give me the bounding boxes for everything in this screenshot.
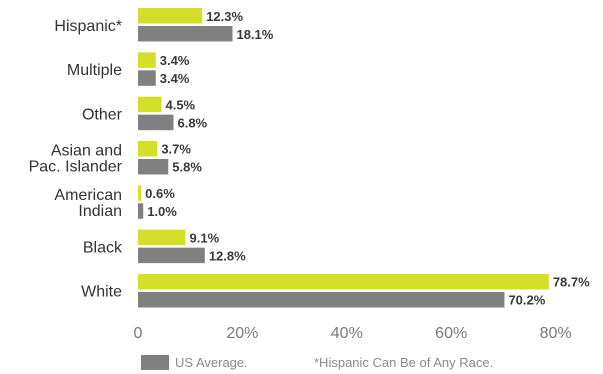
data-label-group-3: 3.7% xyxy=(161,142,191,157)
x-tick-label-2: 40% xyxy=(331,325,363,342)
data-label-us-average-4: 1.0% xyxy=(147,204,177,219)
bar-us-average-1 xyxy=(138,70,156,86)
bar-group-4 xyxy=(138,185,142,201)
bar-us-average-3 xyxy=(138,158,169,175)
x-tick-label-4: 80% xyxy=(540,325,572,342)
bars-layer xyxy=(138,8,549,308)
category-label-0: Hispanic* xyxy=(54,18,122,35)
data-label-us-average-0: 18.1% xyxy=(236,27,273,42)
legend-swatch-us-average xyxy=(141,354,169,370)
bar-group-5 xyxy=(138,229,186,246)
category-label-6: White xyxy=(81,284,122,301)
footnote-text: *Hispanic Can Be of Any Race. xyxy=(314,354,494,370)
data-label-us-average-5: 12.8% xyxy=(209,248,246,263)
category-label-4-line-1: Indian xyxy=(78,203,122,220)
legend-label-us-average: US Average. xyxy=(175,354,248,370)
data-label-us-average-6: 70.2% xyxy=(508,293,545,308)
bar-us-average-0 xyxy=(138,26,233,42)
data-label-us-average-2: 6.8% xyxy=(177,115,207,130)
bar-group-6 xyxy=(138,273,549,290)
bar-us-average-2 xyxy=(138,114,174,131)
footnote: *Hispanic Can Be of Any Race. xyxy=(314,352,493,372)
data-label-group-6: 78.7% xyxy=(553,275,590,290)
x-tick-label-3: 60% xyxy=(435,325,467,342)
bar-group-0 xyxy=(138,8,203,24)
bar-group-2 xyxy=(138,96,162,113)
category-label-4-line-0: American xyxy=(54,187,122,204)
labels-layer: 12.3% 18.1% Hispanic* 3.4% 3.4% Multiple 4.5% 6… xyxy=(29,9,591,308)
data-label-group-4: 0.6% xyxy=(145,186,175,201)
bar-us-average-6 xyxy=(138,291,505,308)
category-label-3-line-0: Asian and xyxy=(51,143,122,160)
category-label-5: Black xyxy=(83,239,123,256)
bar-us-average-4 xyxy=(138,203,144,219)
category-label-3-line-1: Pac. Islander xyxy=(29,159,123,176)
data-label-group-5: 9.1% xyxy=(190,230,220,245)
category-label-2: Other xyxy=(82,106,123,123)
x-axis-ticks: 0 20% 40% 60% 80% xyxy=(134,325,572,342)
data-label-group-0: 12.3% xyxy=(206,9,243,24)
data-label-group-1: 3.4% xyxy=(160,53,190,68)
data-label-group-2: 4.5% xyxy=(165,97,195,112)
bar-us-average-5 xyxy=(138,247,205,264)
data-label-us-average-1: 3.4% xyxy=(160,71,190,86)
legend: US Average. xyxy=(141,352,248,372)
data-label-us-average-3: 5.8% xyxy=(172,160,202,175)
x-tick-label-0: 0 xyxy=(134,325,143,342)
bar-group-3 xyxy=(138,140,158,157)
bar-group-1 xyxy=(138,52,156,68)
x-tick-label-1: 20% xyxy=(226,325,258,342)
category-label-1: Multiple xyxy=(67,62,122,79)
